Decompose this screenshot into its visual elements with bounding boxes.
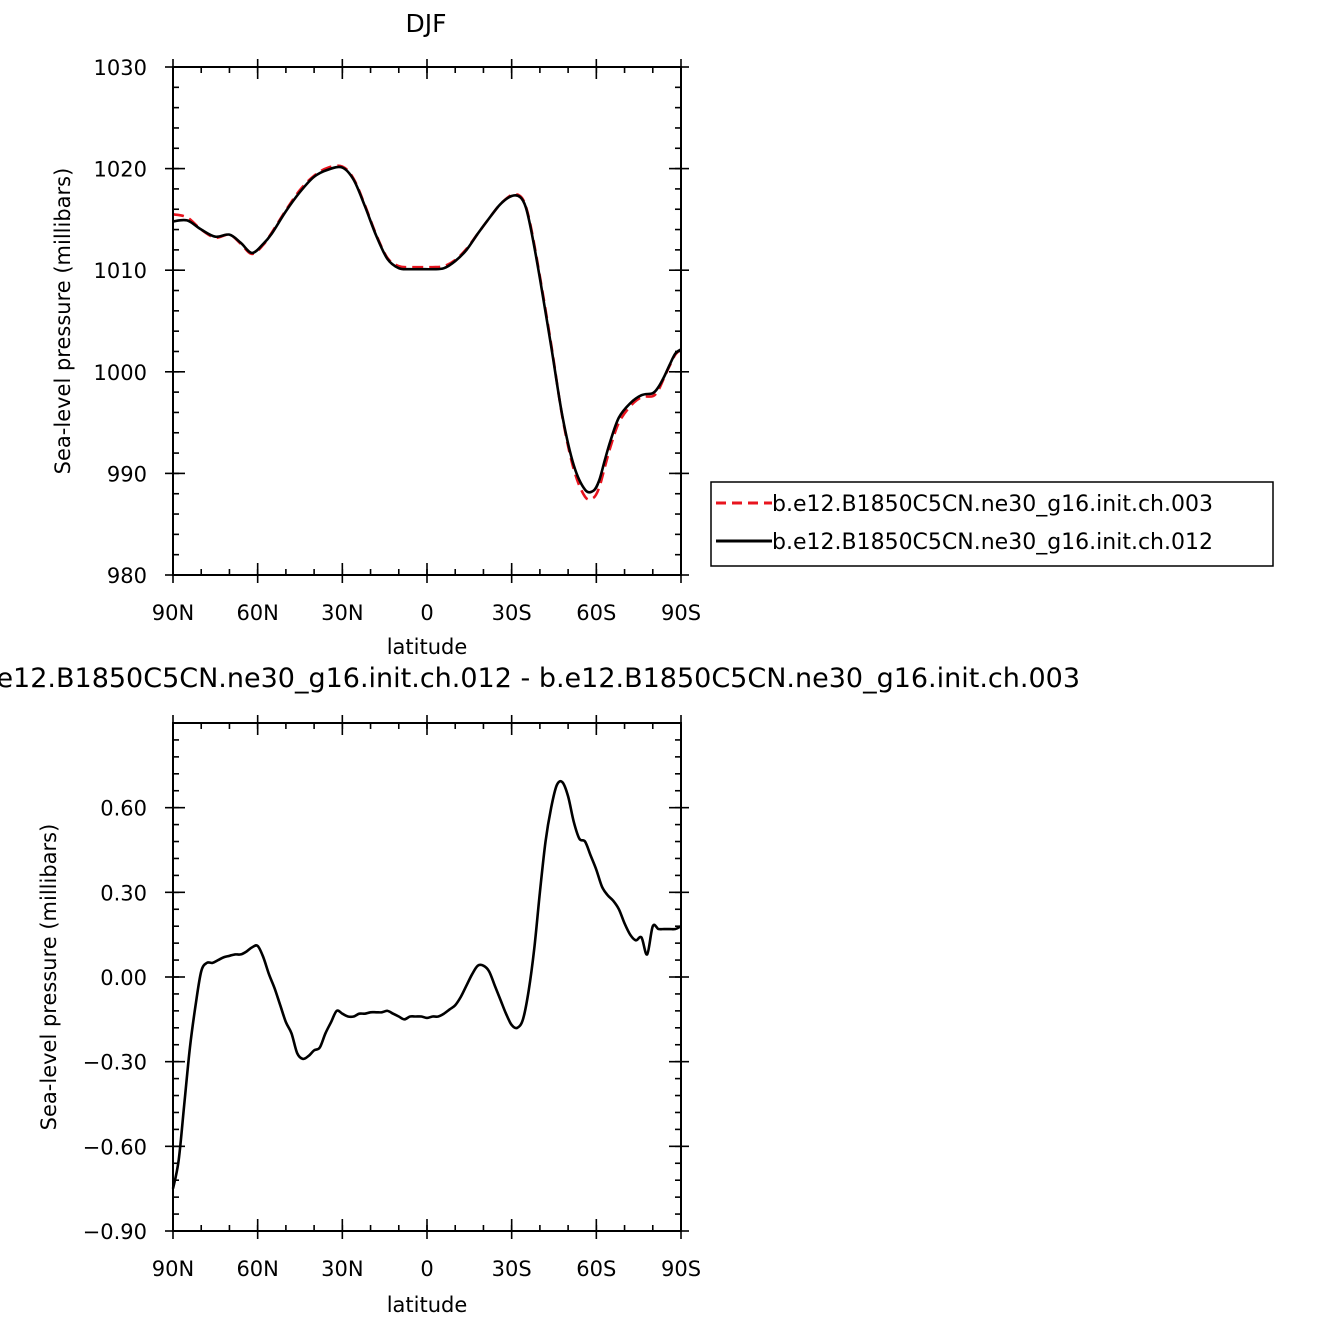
top-x-tick-label: 60S	[576, 601, 616, 625]
top-y-tick-label: 990	[107, 462, 147, 486]
top-plot-frame	[172, 66, 682, 576]
bottom-chart-title: b.e12.B1850C5CN.ne30_g16.init.ch.012 - b…	[0, 663, 1080, 694]
bottom-y-tick-label: 0.30	[100, 881, 147, 905]
top-y-tick-label: 1000	[94, 361, 147, 385]
legend-box	[710, 481, 1274, 567]
top-y-tick-label: 1030	[94, 56, 147, 80]
top-y-tick-label: 1010	[94, 259, 147, 283]
top-panel: DJF latitude Sea-level pressure (milliba…	[51, 9, 1274, 659]
top-x-axis-label: latitude	[387, 635, 468, 659]
bottom-y-tick-label: −0.90	[83, 1220, 147, 1244]
bottom-y-tick-label: 0.00	[100, 966, 147, 990]
bottom-x-tick-label: 60S	[576, 1257, 616, 1281]
bottom-y-tick-label: 0.60	[100, 797, 147, 821]
top-chart-title: DJF	[405, 9, 446, 38]
bottom-axis-ticks: 90N 60N 30N 0 30S 60S 90S −0.90 −0.60 −0.30 0.00 0.…	[83, 715, 701, 1281]
bottom-y-tick-label: −0.30	[83, 1051, 147, 1075]
bottom-x-axis-label: latitude	[387, 1293, 468, 1317]
bottom-x-tick-label: 90N	[152, 1257, 194, 1281]
legend: b.e12.B1850C5CN.ne30_g16.init.ch.003 b.e…	[710, 481, 1274, 567]
top-x-tick-label: 30N	[321, 601, 363, 625]
top-plot-area	[172, 164, 682, 501]
top-x-tick-label: 60N	[236, 601, 278, 625]
bottom-plot-frame	[172, 722, 682, 1232]
top-series-line-1	[172, 164, 682, 501]
bottom-x-tick-label: 30S	[492, 1257, 532, 1281]
bottom-x-tick-label: 90S	[661, 1257, 701, 1281]
bottom-x-tick-label: 30N	[321, 1257, 363, 1281]
bottom-x-tick-label: 60N	[236, 1257, 278, 1281]
top-x-tick-label: 90N	[152, 601, 194, 625]
bottom-series-line-1	[171, 779, 682, 1189]
bottom-y-axis-label: Sea-level pressure (millibars)	[37, 824, 61, 1131]
legend-label-series-003: b.e12.B1850C5CN.ne30_g16.init.ch.003	[772, 492, 1213, 517]
bottom-x-tick-label: 0	[420, 1257, 433, 1281]
top-x-tick-label: 90S	[661, 601, 701, 625]
bottom-plot-area	[171, 779, 682, 1189]
legend-label-series-012: b.e12.B1850C5CN.ne30_g16.init.ch.012	[772, 530, 1213, 555]
top-series-line-2	[172, 165, 682, 494]
top-x-tick-label: 0	[420, 601, 433, 625]
bottom-panel: b.e12.B1850C5CN.ne30_g16.init.ch.012 - b…	[0, 663, 1080, 1317]
top-y-axis-label: Sea-level pressure (millibars)	[51, 168, 75, 475]
bottom-y-tick-label: −0.60	[83, 1135, 147, 1159]
top-y-tick-label: 1020	[94, 158, 147, 182]
top-axis-ticks: 90N 60N 30N 0 30S 60S 90S 980 990 1000 1010 1020 103…	[94, 56, 701, 625]
top-y-tick-label: 980	[107, 564, 147, 588]
top-x-tick-label: 30S	[492, 601, 532, 625]
